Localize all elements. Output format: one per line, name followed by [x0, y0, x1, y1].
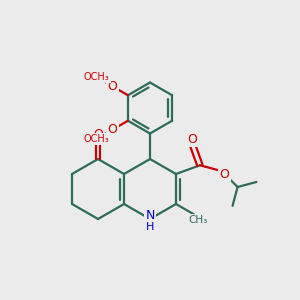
Text: H: H: [146, 222, 154, 233]
Text: N: N: [145, 209, 155, 222]
Text: CH₃: CH₃: [189, 215, 208, 225]
Text: O: O: [107, 80, 117, 93]
Text: O: O: [93, 128, 103, 142]
Text: O: O: [107, 123, 117, 136]
Text: OCH₃: OCH₃: [84, 72, 110, 82]
Text: O: O: [220, 168, 230, 181]
Text: O: O: [187, 133, 197, 146]
Text: OCH₃: OCH₃: [84, 134, 110, 144]
